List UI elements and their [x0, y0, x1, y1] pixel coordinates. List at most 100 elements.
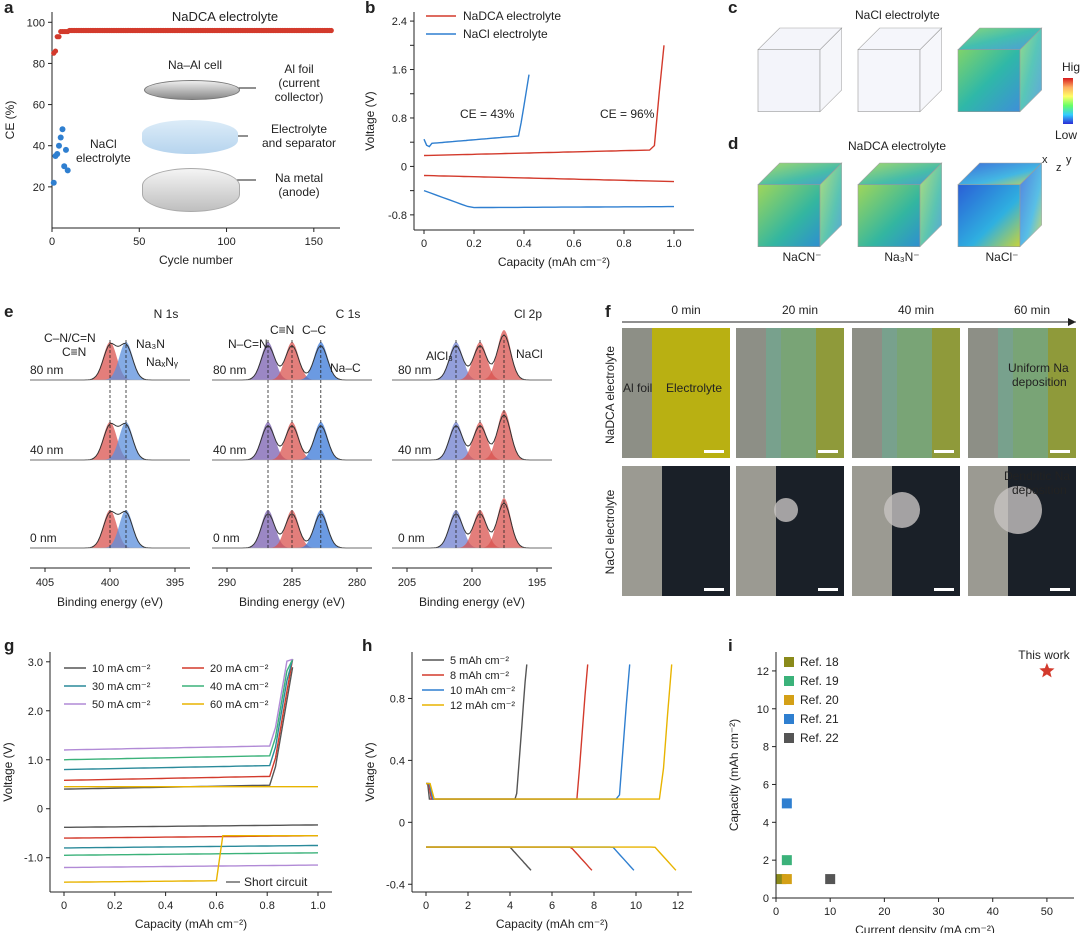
y-tick-label: 20	[33, 182, 45, 194]
dendrite	[994, 486, 1042, 534]
discharge-curve	[63, 852, 319, 856]
x-tick-label: 0.8	[260, 900, 275, 912]
y-tick-label: 0	[399, 817, 405, 829]
legend-label: Ref. 20	[800, 693, 839, 707]
nacl-point	[62, 146, 69, 153]
discharge-curve	[426, 846, 593, 871]
al-foil-label: Al foil	[623, 381, 652, 395]
axis-y-label: y	[1066, 155, 1072, 166]
x-axis-label: Cycle number	[159, 253, 233, 267]
x-axis-label: Capacity (mAh cm⁻²)	[496, 917, 608, 931]
discharge-curve	[426, 846, 635, 871]
time-label: 0 min	[671, 303, 700, 317]
row-label-nadca: NaDCA electrolyte	[603, 346, 617, 444]
y-axis-label: Voltage (V)	[363, 91, 377, 150]
x-axis-label: Binding energy (eV)	[419, 595, 525, 609]
panel-label-f: f	[605, 302, 611, 321]
al-foil-strip	[852, 466, 892, 596]
x-tick-label: 0	[61, 900, 67, 912]
legend-label-nacl: NaCl electrolyte	[463, 27, 548, 41]
axis-z-label: z	[1056, 162, 1062, 174]
depth-label-c: 40 nm	[213, 443, 246, 457]
x-tick-label: 40	[987, 906, 999, 918]
x-tick-label: 0	[423, 900, 429, 912]
y-tick-label: 0	[763, 893, 769, 905]
legend-label: 8 mAh cm⁻²	[450, 670, 509, 682]
electrolyte-disc	[142, 120, 238, 154]
x-tick-label: 205	[398, 577, 416, 589]
dendritic-label: deposition	[1012, 483, 1067, 497]
peak-label: AlCl₃	[426, 349, 453, 363]
colorbar	[1063, 78, 1073, 124]
layer3-label: Na metal	[275, 171, 323, 185]
scale-bar	[704, 450, 724, 453]
depth-label-n: 0 nm	[30, 531, 57, 545]
peak-label: N–C=N	[228, 337, 268, 351]
x-axis-label: Binding energy (eV)	[57, 595, 163, 609]
al-foil-strip	[968, 466, 1008, 596]
x-tick-label: 0	[421, 238, 427, 250]
deposit-band	[882, 328, 932, 458]
scale-bar	[1050, 450, 1070, 453]
panel-d-cubes: NaCN⁻ Na₃N⁻ NaCl⁻ x yz	[757, 155, 1072, 264]
nacn-cube-side	[819, 162, 842, 248]
x-tick-label: 0	[773, 906, 779, 918]
y-tick-label: 60	[33, 100, 45, 112]
nacl-point	[55, 142, 62, 149]
layer1-label: collector)	[275, 90, 324, 104]
discharge-curve	[64, 824, 319, 828]
nacl-cube-2-side	[919, 27, 942, 113]
discharge-curve	[426, 846, 677, 871]
ref-marker	[776, 874, 787, 885]
nacl-cube-3-side	[1019, 27, 1042, 113]
legend-label: 10 mA cm⁻²	[92, 663, 151, 675]
discharge-curve	[426, 846, 532, 871]
discharge-curve	[64, 844, 318, 849]
y-tick-label: 4	[763, 817, 769, 829]
x-tick-label: 395	[166, 577, 184, 589]
x-tick-label: 4	[507, 900, 513, 912]
legend-swatch	[784, 714, 794, 724]
y-tick-label: 2	[763, 855, 769, 867]
y-tick-label: 6	[763, 779, 769, 791]
x-tick-label: 0.4	[158, 900, 173, 912]
nacl-ion-label: NaCl⁻	[985, 250, 1018, 264]
y-tick-label: 0.8	[390, 693, 405, 705]
y-tick-label: 10	[757, 704, 769, 716]
legend-label: 30 mA cm⁻²	[92, 681, 151, 693]
ref-marker	[825, 874, 836, 885]
time-label: 40 min	[898, 303, 934, 317]
time-arrowhead	[1068, 318, 1076, 326]
nacl-ion-cube-front	[957, 184, 1021, 248]
panel-label-d: d	[728, 134, 739, 153]
na3n-cube-front	[857, 184, 921, 248]
nacl-annotation-line1: NaCl	[90, 137, 117, 151]
layer1-label: Al foil	[284, 62, 313, 76]
panel-f-images: 0 min 20 min 40 min 60 min NaDCA electrolyte…	[603, 303, 1076, 596]
uniform-label: deposition	[1012, 375, 1067, 389]
nacl-point	[57, 134, 64, 141]
panel-label-a: a	[4, 0, 14, 17]
legend-swatch	[784, 695, 794, 705]
panel-h-chart: 0 2 4 6 8 10 12 -0.4 0 0.4 0.8 Capacity (mAh cm⁻²) V…	[363, 652, 692, 931]
legend-label-nadca: NaDCA electrolyte	[463, 9, 561, 23]
x-tick-label: 195	[528, 577, 546, 589]
this-work-label: This work	[1018, 648, 1070, 662]
layer2-label: Electrolyte	[271, 122, 327, 136]
fitted-peak	[267, 510, 317, 548]
uniform-label: Uniform Na	[1008, 361, 1069, 375]
dendrite	[884, 492, 920, 528]
x-tick-label: 150	[305, 236, 323, 248]
nadca-point	[52, 48, 59, 54]
x-tick-label: 285	[283, 577, 301, 589]
peak-label: C–N/C=N	[44, 331, 96, 345]
x-tick-label: 0.6	[209, 900, 224, 912]
na3n-cube-side	[919, 162, 942, 248]
scale-bar	[1050, 588, 1070, 591]
panel-a-chart: 0 50 100 150 20 40 60 80 100 Cycle number CE (%) Na…	[3, 9, 340, 267]
nacl-cube-2-front	[857, 49, 921, 113]
layer3-label: (anode)	[278, 185, 319, 199]
legend-label: Ref. 18	[800, 655, 839, 669]
na-metal-disc	[142, 168, 240, 212]
